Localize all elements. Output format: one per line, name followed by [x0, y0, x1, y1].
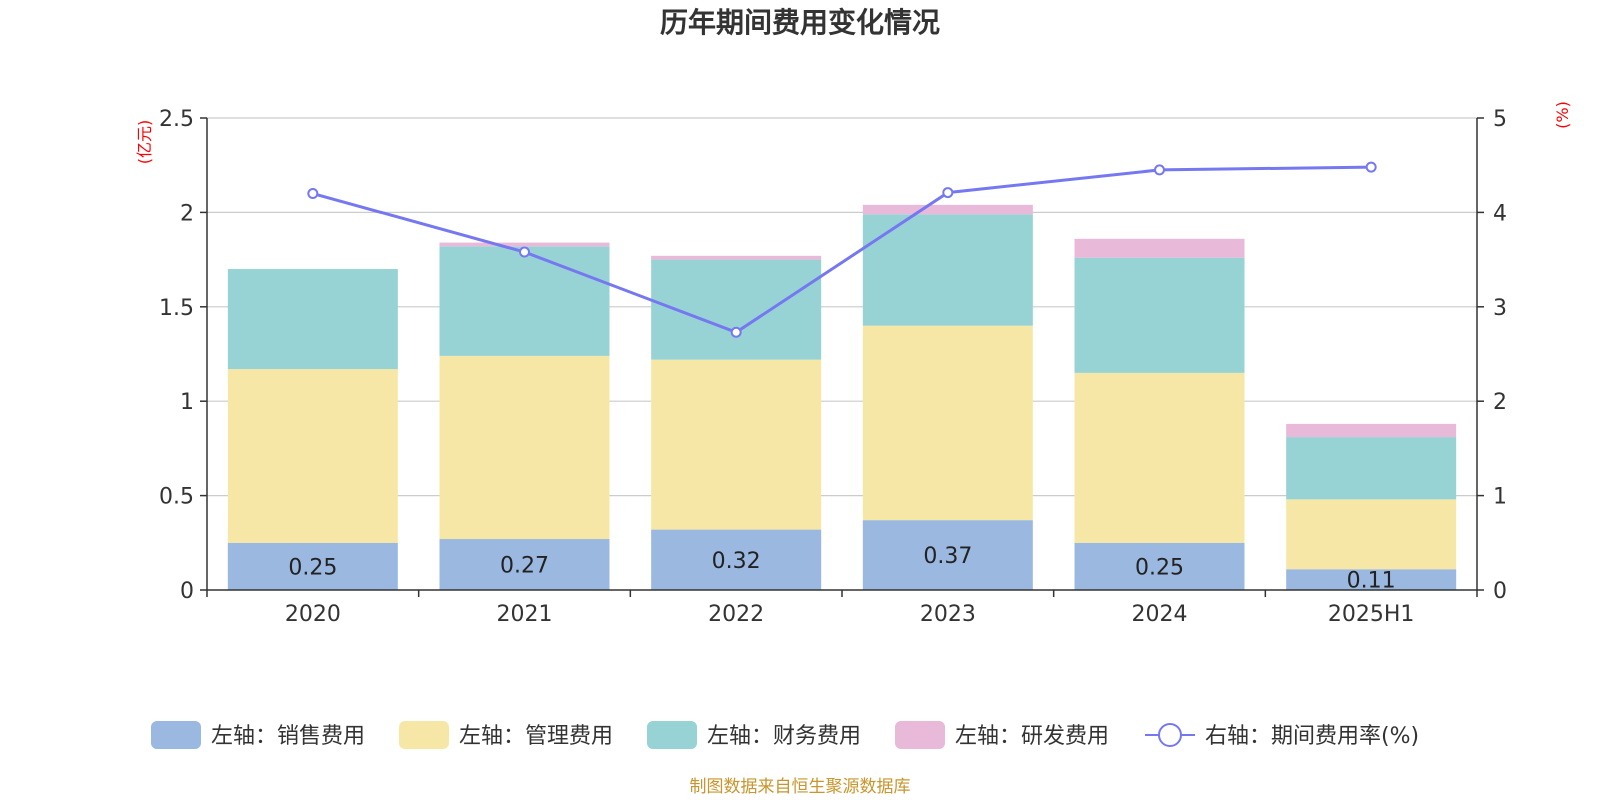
bar-segment	[862, 204, 1033, 215]
bar-segment	[651, 255, 822, 260]
rate-point	[942, 187, 954, 199]
rate-point	[730, 326, 742, 338]
legend-label: 左轴：管理费用	[459, 724, 613, 749]
x-tick-label: 2023	[920, 602, 976, 627]
data-label: 0.25	[288, 555, 337, 580]
bar-segment	[1074, 257, 1245, 373]
chart-title: 历年期间费用变化情况	[660, 6, 940, 39]
bar-segment	[227, 269, 398, 370]
x-tick-label: 2025H1	[1328, 602, 1415, 627]
legend-label: 左轴：研发费用	[955, 724, 1109, 749]
legend-circle-icon	[1158, 723, 1182, 747]
left-tick-label: 1.5	[159, 296, 194, 321]
legend-swatch	[647, 721, 697, 749]
x-tick-label: 2024	[1132, 602, 1188, 627]
right-tick-label: 2	[1493, 390, 1507, 415]
left-tick-label: 1	[180, 390, 194, 415]
left-axis-unit: (亿元)	[135, 120, 154, 165]
legend-label: 左轴：财务费用	[707, 724, 861, 749]
bar-segment	[1074, 372, 1245, 543]
bar-segment	[439, 539, 610, 590]
bar-segment	[651, 359, 822, 530]
bar-segment	[1286, 437, 1457, 500]
left-tick-label: 2	[180, 201, 194, 226]
right-tick-label: 4	[1493, 201, 1507, 226]
bar-segment	[227, 542, 398, 590]
legend-label: 左轴：销售费用	[211, 724, 365, 749]
bar-segment	[1286, 569, 1457, 590]
data-label: 0.11	[1347, 569, 1396, 594]
data-label: 0.27	[500, 554, 549, 579]
bar-segment	[651, 529, 822, 590]
bar-segment	[1286, 499, 1457, 570]
rate-point	[519, 246, 530, 258]
x-tick-label: 2022	[708, 602, 764, 627]
legend-swatch	[895, 721, 945, 749]
left-tick-label: 0.5	[159, 485, 194, 510]
rate-line	[312, 165, 1372, 334]
bar-segment	[862, 520, 1033, 590]
bar-segment	[227, 369, 398, 543]
bar-segment	[1074, 542, 1245, 590]
x-tick-label: 2020	[285, 602, 341, 627]
right-tick-label: 1	[1493, 485, 1507, 510]
data-label: 0.25	[1135, 555, 1184, 580]
right-tick-label: 5	[1493, 107, 1507, 132]
data-label: 0.37	[923, 544, 972, 569]
x-tick-label: 2021	[497, 602, 553, 627]
right-axis-unit: (%)	[1553, 101, 1572, 129]
right-tick-label: 3	[1493, 296, 1507, 321]
bar-segment	[862, 325, 1033, 521]
bar-segment	[439, 242, 610, 247]
rate-point	[1365, 161, 1377, 173]
rate-point	[1154, 164, 1165, 176]
legend-label: 右轴：期间费用率(%)	[1205, 724, 1419, 749]
data-label: 0.32	[712, 549, 761, 574]
bar-segment	[862, 214, 1033, 326]
bar-segment	[1286, 423, 1457, 438]
legend-swatch	[399, 721, 449, 749]
source-note: 制图数据来自恒生聚源数据库	[690, 777, 911, 797]
rate-point	[307, 188, 319, 200]
left-tick-label: 0	[180, 579, 194, 604]
bar-segment	[439, 355, 610, 540]
bar-segment	[439, 246, 610, 356]
right-tick-label: 0	[1493, 579, 1507, 604]
legend-swatch	[151, 721, 201, 749]
bar-segment	[1074, 238, 1245, 258]
left-tick-label: 2.5	[159, 107, 194, 132]
